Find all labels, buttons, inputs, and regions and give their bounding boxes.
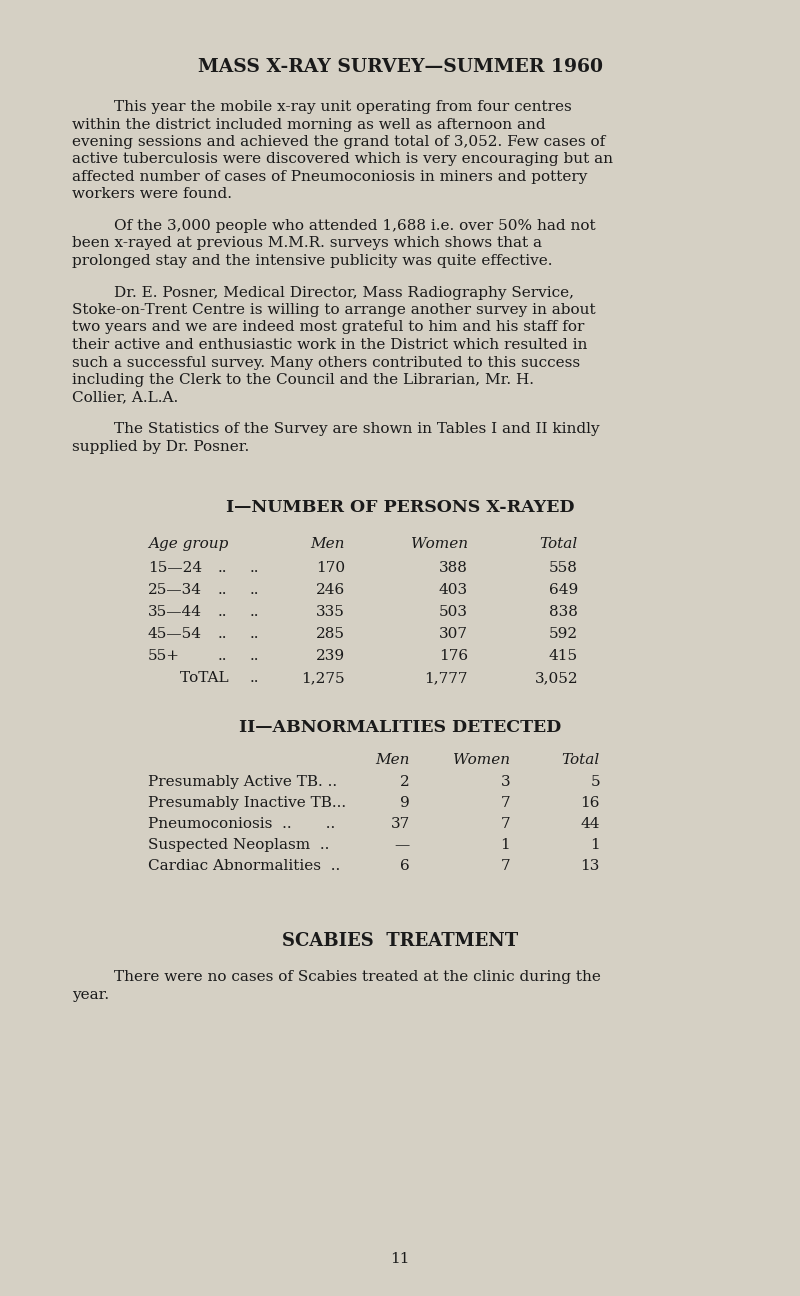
Text: 7: 7 [500,796,510,810]
Text: 9: 9 [400,796,410,810]
Text: Suspected Neoplasm  ..: Suspected Neoplasm .. [148,839,330,851]
Text: 1: 1 [590,839,600,851]
Text: 13: 13 [581,859,600,874]
Text: evening sessions and achieved the grand total of 3,052. Few cases of: evening sessions and achieved the grand … [72,135,606,149]
Text: active tuberculosis were discovered which is very encouraging but an: active tuberculosis were discovered whic… [72,153,613,166]
Text: I—NUMBER OF PERSONS X-RAYED: I—NUMBER OF PERSONS X-RAYED [226,499,574,516]
Text: There were no cases of Scabies treated at the clinic during the: There were no cases of Scabies treated a… [114,969,601,984]
Text: affected number of cases of Pneumoconiosis in miners and pottery: affected number of cases of Pneumoconios… [72,170,587,184]
Text: ..: .. [218,627,227,642]
Text: Women: Women [411,537,468,551]
Text: within the district included morning as well as afternoon and: within the district included morning as … [72,118,546,131]
Text: ..: .. [250,561,259,575]
Text: including the Clerk to the Council and the Librarian, Mr. H.: including the Clerk to the Council and t… [72,373,534,388]
Text: 6: 6 [400,859,410,874]
Text: 246: 246 [316,583,345,597]
Text: Men: Men [310,537,345,551]
Text: 11: 11 [390,1252,410,1266]
Text: 176: 176 [439,649,468,664]
Text: SCABIES  TREATMENT: SCABIES TREATMENT [282,932,518,950]
Text: 285: 285 [316,627,345,642]
Text: Total: Total [562,753,600,767]
Text: workers were found.: workers were found. [72,188,232,201]
Text: ..: .. [250,627,259,642]
Text: 592: 592 [549,627,578,642]
Text: ..: .. [250,671,259,686]
Text: ..: .. [218,561,227,575]
Text: Of the 3,000 people who attended 1,688 i.e. over 50% had not: Of the 3,000 people who attended 1,688 i… [114,219,596,233]
Text: This year the mobile x-ray unit operating from four centres: This year the mobile x-ray unit operatin… [114,100,572,114]
Text: Men: Men [375,753,410,767]
Text: prolonged stay and the intensive publicity was quite effective.: prolonged stay and the intensive publici… [72,254,553,268]
Text: Collier, A.L.A.: Collier, A.L.A. [72,390,178,404]
Text: 335: 335 [316,605,345,619]
Text: year.: year. [72,988,109,1002]
Text: 838: 838 [549,605,578,619]
Text: 503: 503 [439,605,468,619]
Text: ..: .. [218,583,227,597]
Text: supplied by Dr. Posner.: supplied by Dr. Posner. [72,439,250,454]
Text: Presumably Inactive TB...: Presumably Inactive TB... [148,796,346,810]
Text: 403: 403 [439,583,468,597]
Text: 2: 2 [400,775,410,789]
Text: 1,275: 1,275 [302,671,345,686]
Text: Women: Women [453,753,510,767]
Text: 37: 37 [390,816,410,831]
Text: 1,777: 1,777 [425,671,468,686]
Text: been x-rayed at previous M.M.R. surveys which shows that a: been x-rayed at previous M.M.R. surveys … [72,236,542,250]
Text: 415: 415 [549,649,578,664]
Text: 55+: 55+ [148,649,180,664]
Text: ..: .. [250,583,259,597]
Text: 44: 44 [581,816,600,831]
Text: 388: 388 [439,561,468,575]
Text: 307: 307 [439,627,468,642]
Text: 7: 7 [500,816,510,831]
Text: 1: 1 [500,839,510,851]
Text: such a successful survey. Many others contributed to this success: such a successful survey. Many others co… [72,355,580,369]
Text: 170: 170 [316,561,345,575]
Text: 3,052: 3,052 [534,671,578,686]
Text: —: — [394,839,410,851]
Text: Presumably Active TB. ..: Presumably Active TB. .. [148,775,337,789]
Text: ..: .. [218,649,227,664]
Text: 45—54: 45—54 [148,627,202,642]
Text: TᴏTAL: TᴏTAL [180,671,230,686]
Text: The Statistics of the Survey are shown in Tables I and II kindly: The Statistics of the Survey are shown i… [114,422,600,435]
Text: ..: .. [250,605,259,619]
Text: 7: 7 [500,859,510,874]
Text: 5: 5 [590,775,600,789]
Text: two years and we are indeed most grateful to him and his staff for: two years and we are indeed most gratefu… [72,320,584,334]
Text: 16: 16 [581,796,600,810]
Text: 15—24: 15—24 [148,561,202,575]
Text: Age group: Age group [148,537,228,551]
Text: 25—34: 25—34 [148,583,202,597]
Text: 3: 3 [500,775,510,789]
Text: ..: .. [218,605,227,619]
Text: MASS X-RAY SURVEY—SUMMER 1960: MASS X-RAY SURVEY—SUMMER 1960 [198,58,602,76]
Text: 649: 649 [549,583,578,597]
Text: Pneumoconiosis  ..       ..: Pneumoconiosis .. .. [148,816,335,831]
Text: II—ABNORMALITIES DETECTED: II—ABNORMALITIES DETECTED [239,719,561,736]
Text: Cardiac Abnormalities  ..: Cardiac Abnormalities .. [148,859,340,874]
Text: 239: 239 [316,649,345,664]
Text: 35—44: 35—44 [148,605,202,619]
Text: Stoke-on-Trent Centre is willing to arrange another survey in about: Stoke-on-Trent Centre is willing to arra… [72,303,596,318]
Text: 558: 558 [549,561,578,575]
Text: their active and enthusiastic work in the District which resulted in: their active and enthusiastic work in th… [72,338,587,353]
Text: Total: Total [540,537,578,551]
Text: Dr. E. Posner, Medical Director, Mass Radiography Service,: Dr. E. Posner, Medical Director, Mass Ra… [114,285,574,299]
Text: ..: .. [250,649,259,664]
